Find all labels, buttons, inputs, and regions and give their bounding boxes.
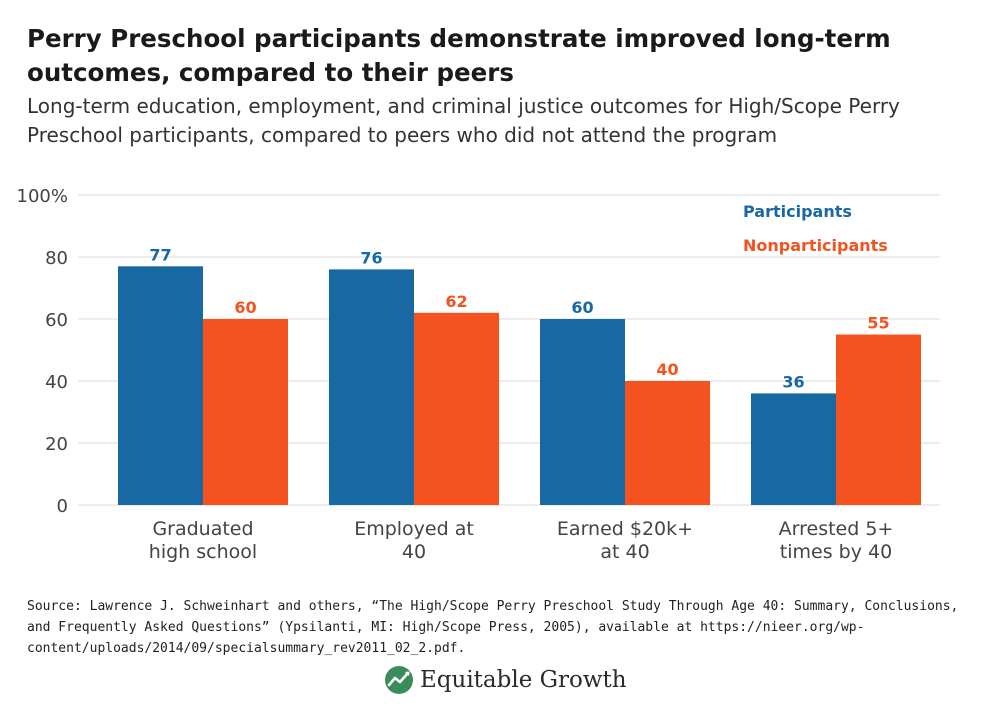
x-tick-label: times by 40 (780, 541, 892, 563)
bar-nonparticipants (203, 319, 288, 505)
bar-participants (540, 319, 625, 505)
bar-nonparticipants (836, 334, 921, 505)
bar-participants (329, 269, 414, 505)
data-label: 60 (234, 298, 256, 317)
legend-nonparticipants: Nonparticipants (743, 236, 888, 255)
y-tick-label: 60 (45, 310, 68, 331)
y-tick-label: 0 (57, 496, 68, 517)
chart-title: Perry Preschool participants demonstrate… (27, 24, 891, 87)
y-tick-label: 20 (45, 434, 68, 455)
x-tick-label: Employed at (354, 518, 474, 540)
equitable-growth-logo: Equitable Growth (384, 663, 627, 697)
bar-nonparticipants (625, 381, 710, 505)
data-label: 36 (782, 372, 804, 391)
data-label: 62 (445, 292, 467, 311)
bar-nonparticipants (414, 312, 499, 505)
data-label: 60 (571, 298, 593, 317)
source-note: Source: Lawrence J. Schweinhart and othe… (27, 599, 959, 656)
logo-text: Equitable Growth (420, 667, 627, 693)
data-label: 76 (360, 248, 382, 267)
growth-chart-icon (385, 666, 413, 694)
data-label: 40 (656, 360, 678, 379)
x-tick-label: at 40 (600, 541, 649, 563)
y-tick-label: 80 (45, 248, 68, 269)
x-tick-label: 40 (402, 541, 426, 563)
y-tick-label: 40 (45, 372, 68, 393)
chart-subtitle: Long-term education, employment, and cri… (27, 94, 900, 147)
bar-participants (751, 393, 836, 505)
x-tick-label: Earned $20k+ (557, 518, 693, 540)
bar-participants (118, 266, 203, 505)
legend-participants: Participants (743, 202, 852, 221)
x-tick-label: Arrested 5+ (779, 518, 894, 540)
x-tick-label: Graduated (152, 518, 253, 540)
x-tick-label: high school (149, 541, 257, 563)
data-label: 55 (867, 314, 889, 333)
data-label: 77 (149, 245, 171, 264)
y-tick-label: 100% (17, 186, 68, 207)
